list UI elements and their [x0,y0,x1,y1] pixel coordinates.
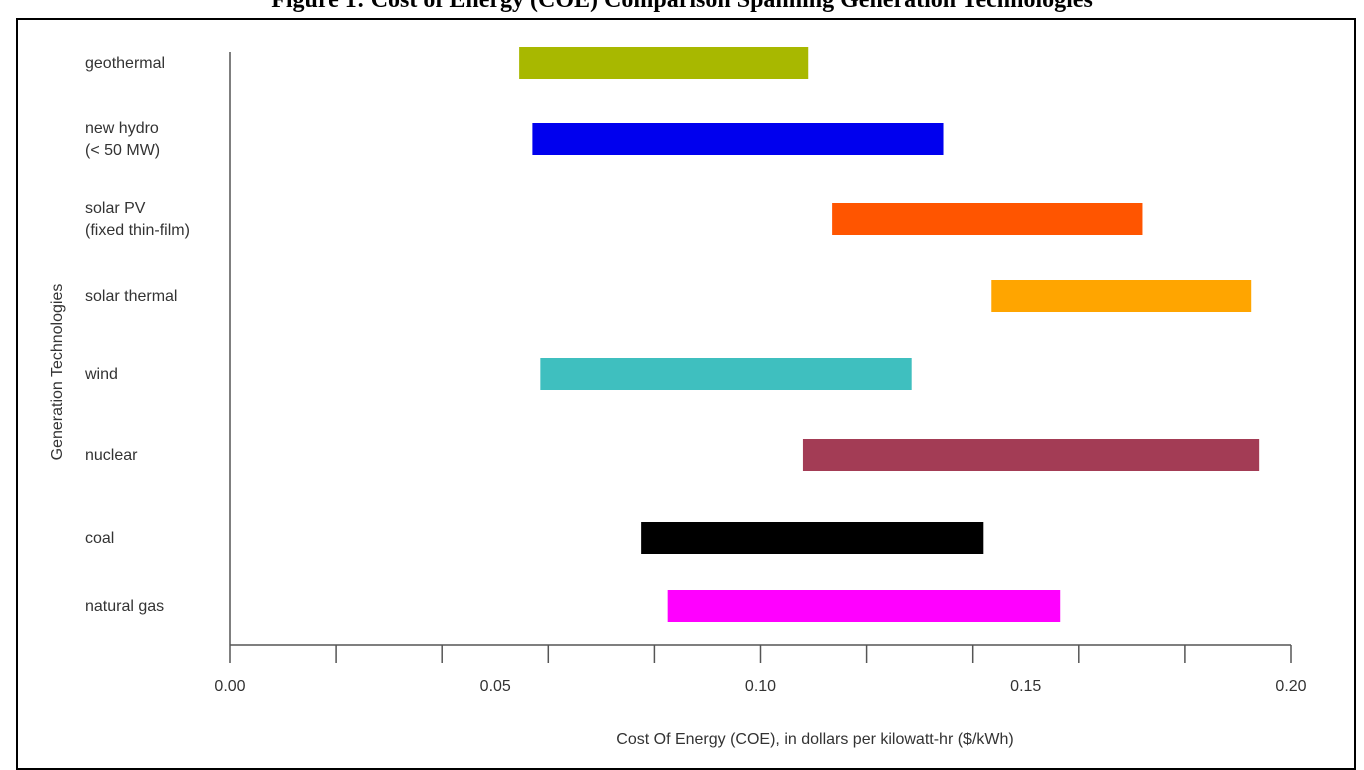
figure-caption: Figure 1: Cost of Energy (COE) Compariso… [271,0,1093,13]
category-label-new-hydro: new hydro (< 50 MW) [85,120,160,159]
bar-natural-gas [667,590,1061,622]
category-label-nuclear: nuclear [85,447,138,464]
bar-coal [641,522,984,554]
bar-nuclear [802,439,1260,471]
y-axis-label: Generation Technologies [49,284,66,461]
category-label-coal: coal [85,530,114,547]
category-label-wind: wind [84,366,118,383]
category-label-solar-pv: solar PV (fixed thin-film) [85,200,190,239]
x-tick-label: 0.15 [1010,678,1041,695]
bar-solar-thermal [991,280,1252,312]
x-tick-label: 0.10 [745,678,776,695]
bar-new-hydro [532,123,944,155]
x-axis-label: Cost Of Energy (COE), in dollars per kil… [616,731,1013,748]
x-tick-label: 0.00 [214,678,245,695]
category-label-natural-gas: natural gas [85,598,164,615]
category-label-geothermal: geothermal [85,55,165,72]
x-tick-label: 0.05 [480,678,511,695]
bar-geothermal [519,47,809,79]
bar-wind [540,358,912,390]
category-label-solar-thermal: solar thermal [85,288,177,305]
x-tick-label: 0.20 [1275,678,1306,695]
bar-solar-pv [832,203,1143,235]
